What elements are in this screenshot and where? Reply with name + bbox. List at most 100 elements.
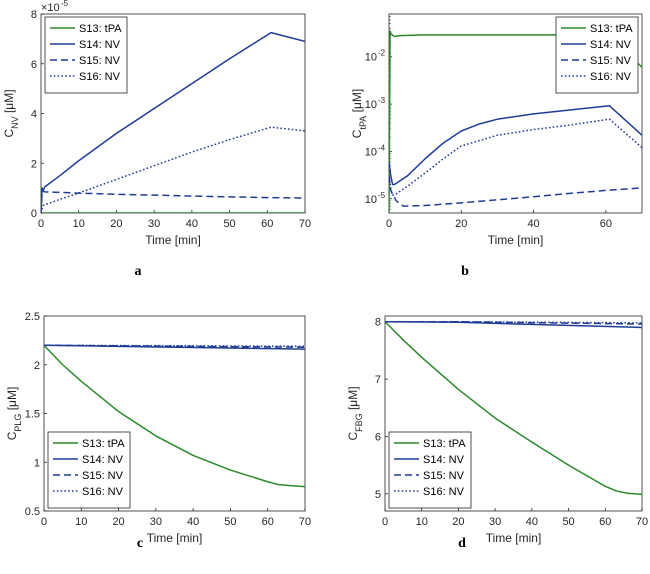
y-tick-label: 6 <box>375 431 381 443</box>
series-line-s14-nv <box>41 31 305 213</box>
legend-entry: S13: tPA <box>590 23 633 35</box>
y-axis-label-main: C <box>2 129 16 138</box>
y-tick-label: 6 <box>31 59 37 71</box>
y-tick-label: 2.5 <box>25 311 40 323</box>
series-line-s15-nv <box>385 320 642 325</box>
x-tick-label: 30 <box>489 516 501 528</box>
y-tick-label: 0.5 <box>25 506 40 518</box>
legend-entry: S13: tPA <box>423 438 466 450</box>
x-tick-label: 50 <box>223 218 235 230</box>
legend-box <box>555 16 639 94</box>
x-axis-label: Time [min] <box>145 233 201 247</box>
y-tick-label: 10 <box>365 52 377 64</box>
x-tick-label: 0 <box>386 218 392 230</box>
x-axis-label: Time [min] <box>147 531 203 545</box>
y-tick-label: 2 <box>34 360 40 372</box>
y-axis-label-main: C <box>5 431 19 440</box>
y-tick-label: 5 <box>375 489 381 501</box>
x-tick-label: 10 <box>73 218 85 230</box>
y-tick-label: 7 <box>375 374 381 386</box>
legend-entry: S13: tPA <box>79 23 122 35</box>
legend-entry: S15: NV <box>79 55 121 67</box>
series-line-s14-nv <box>44 344 305 350</box>
y-axis-label-unit: [μM] <box>346 386 360 413</box>
legend-box <box>44 16 128 94</box>
y-tick-label: 0 <box>31 208 37 220</box>
series-line-s15-nv <box>41 189 305 213</box>
legend-entry: S16: NV <box>79 71 121 83</box>
legend-entry: S14: NV <box>423 454 465 466</box>
legend-entry: S16: NV <box>590 71 632 83</box>
x-tick-label: 30 <box>148 218 160 230</box>
legend: S13: tPA S14: NV S15: NV S16: NV <box>388 431 472 509</box>
y-axis-label-unit: [μM] <box>350 89 364 116</box>
y-exponent-power: -5 <box>61 0 69 8</box>
legend: S13: tPA S14: NV S15: NV S16: NV <box>44 16 128 94</box>
panel-label-c: c <box>137 536 143 551</box>
x-tick-label: 10 <box>75 516 87 528</box>
legend-entry: S14: NV <box>79 39 121 51</box>
legend-entry: S16: NV <box>423 486 465 498</box>
panel-c: 0 10 20 30 40 50 60 70 0.5 1 1.5 2 2.5 Time [min] CPLG… <box>5 311 311 551</box>
legend-entry: S14: NV <box>590 39 632 51</box>
y-axis-label-sub: tPA <box>358 116 368 130</box>
series-line-s16-nv <box>44 344 305 347</box>
x-tick-label: 40 <box>526 516 538 528</box>
x-tick-label: 40 <box>187 516 199 528</box>
y-tick-label: 10 <box>365 146 377 158</box>
x-tick-label: 10 <box>416 516 428 528</box>
y-tick-label: 10 <box>365 99 377 111</box>
y-tick-label: 1.5 <box>25 409 40 421</box>
x-tick-label: 30 <box>150 516 162 528</box>
y-axis-label: CNV [μM] <box>2 89 20 137</box>
y-axis-label-sub: FBG <box>354 413 364 432</box>
y-axis-label-main: C <box>350 129 364 138</box>
panel-label-a: a <box>135 264 142 279</box>
y-tick-exponent: -2 <box>378 49 386 58</box>
legend-box <box>388 431 472 509</box>
x-tick-label: 60 <box>600 218 612 230</box>
x-axis-label: Time [min] <box>488 233 544 247</box>
x-tick-label: 20 <box>112 516 124 528</box>
x-axis-label: Time [min] <box>486 531 542 545</box>
x-tick-label: 70 <box>299 218 311 230</box>
x-tick-label: 60 <box>262 516 274 528</box>
y-axis-label: CFBG [μM] <box>346 386 364 440</box>
y-axis-label-sub: NV <box>10 116 20 129</box>
x-tick-label: 40 <box>527 218 539 230</box>
legend-box <box>47 431 131 509</box>
x-tick-label: 0 <box>382 516 388 528</box>
x-tick-label: 0 <box>41 516 47 528</box>
y-tick-label: 4 <box>31 109 37 121</box>
x-tick-label: 20 <box>110 218 122 230</box>
y-axis-label: CPLG [μM] <box>5 387 23 441</box>
legend: S13: tPA S14: NV S15: NV S16: NV <box>47 431 131 509</box>
y-axis-label-unit: [μM] <box>5 387 19 414</box>
x-tick-label: 70 <box>299 516 311 528</box>
y-tick-exponent: -3 <box>378 96 386 105</box>
y-axis-label: CtPA [μM] <box>350 89 368 138</box>
legend-entry: S15: NV <box>590 55 632 67</box>
x-tick-label: 0 <box>38 218 44 230</box>
panel-label-b: b <box>461 264 469 279</box>
y-tick-label: 10 <box>365 194 377 206</box>
x-tick-label: 20 <box>452 516 464 528</box>
legend-entry: S13: tPA <box>82 438 125 450</box>
series-line-s16-nv <box>41 126 305 213</box>
legend: S13: tPA S14: NV S15: NV S16: NV <box>555 16 639 94</box>
x-tick-label: 60 <box>261 218 273 230</box>
y-tick-exponent: -4 <box>378 143 386 152</box>
x-tick-label: 70 <box>636 516 648 528</box>
y-tick-label: 2 <box>31 158 37 170</box>
y-axis-label-main: C <box>346 432 360 441</box>
series-line-s16-nv <box>385 320 642 324</box>
y-tick-exponent: -5 <box>378 191 386 200</box>
y-exponent-label: ×10 <box>41 2 60 14</box>
legend-entry: S16: NV <box>82 486 124 498</box>
x-tick-label: 20 <box>455 218 467 230</box>
y-tick-label: 8 <box>375 317 381 329</box>
x-tick-label: 60 <box>599 516 611 528</box>
series-line-s15-nv <box>389 176 642 207</box>
